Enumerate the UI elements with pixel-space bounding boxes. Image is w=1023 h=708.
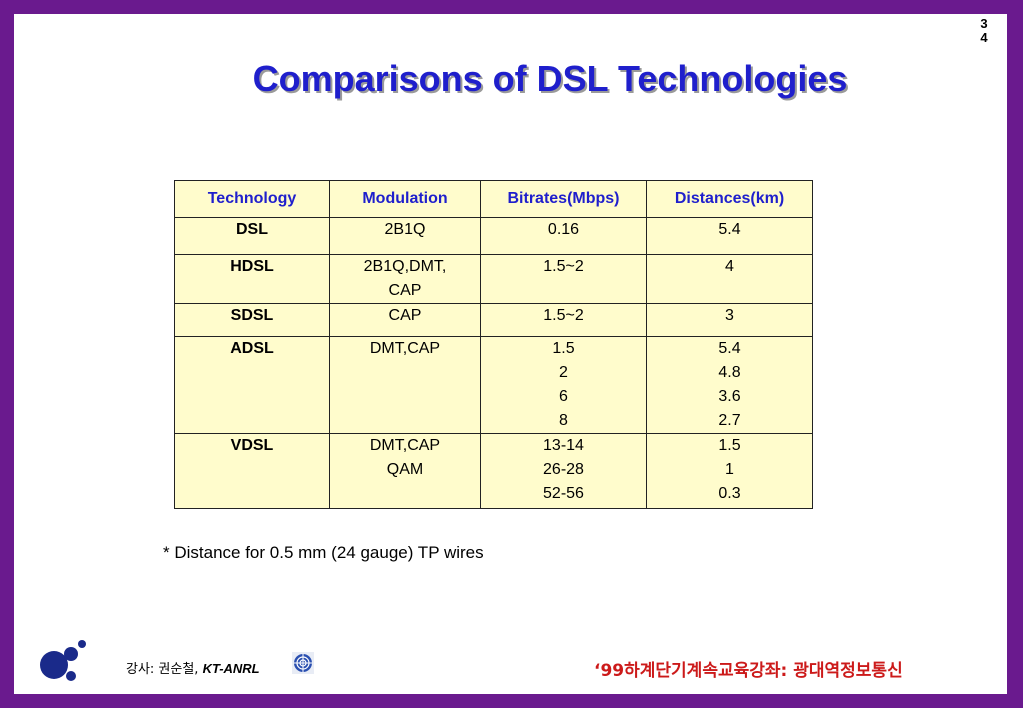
table-row: DSL 2B1Q 0.16 5.4: [174, 217, 813, 255]
table-row: VDSL DMT,CAP QAM 13-14 26-28 52-56 1.5 1…: [174, 433, 813, 509]
header-bitrates: Bitrates(Mbps): [480, 180, 647, 218]
table-header-row: Technology Modulation Bitrates(Mbps) Dis…: [174, 180, 813, 218]
footnote: * Distance for 0.5 mm (24 gauge) TP wire…: [163, 543, 484, 562]
footer-lecturer: 강사: 권순철, KT-ANRL: [126, 658, 260, 677]
cell-distances: 5.4: [646, 217, 813, 255]
cell-distances: 4: [646, 254, 813, 304]
table-row: HDSL 2B1Q,DMT, CAP 1.5~2 4: [174, 254, 813, 304]
cell-bitrates: 1.5 2 6 8: [480, 336, 647, 434]
cell-modulation: 2B1Q,DMT, CAP: [329, 254, 481, 304]
cell-technology: ADSL: [174, 336, 330, 434]
cell-distances: 3: [646, 303, 813, 337]
footer-lecturer-name: 강사: 권순철,: [126, 662, 203, 677]
cell-technology: VDSL: [174, 433, 330, 509]
header-distances: Distances(km): [646, 180, 813, 218]
table-row: ADSL DMT,CAP 1.5 2 6 8 5.4 4.8 3.6 2.7: [174, 336, 813, 434]
cell-modulation: 2B1Q: [329, 217, 481, 255]
kt-emblem-icon: [292, 652, 314, 674]
footer-course-title: ‘99하계단기계속교육강좌: 광대역정보통신: [594, 661, 903, 681]
table-row: SDSL CAP 1.5~2 3: [174, 303, 813, 337]
dsl-comparison-table: Technology Modulation Bitrates(Mbps) Dis…: [174, 180, 813, 509]
cell-bitrates: 0.16: [480, 217, 647, 255]
header-modulation: Modulation: [329, 180, 481, 218]
cell-bitrates: 1.5~2: [480, 303, 647, 337]
cell-modulation: CAP: [329, 303, 481, 337]
slide-title: Comparisons of DSL Technologies: [252, 58, 848, 99]
cell-bitrates: 13-14 26-28 52-56: [480, 433, 647, 509]
cell-technology: HDSL: [174, 254, 330, 304]
page-number: 3 4: [980, 16, 988, 45]
header-technology: Technology: [174, 180, 330, 218]
cell-technology: SDSL: [174, 303, 330, 337]
cell-technology: DSL: [174, 217, 330, 255]
cell-bitrates: 1.5~2: [480, 254, 647, 304]
cell-distances: 5.4 4.8 3.6 2.7: [646, 336, 813, 434]
cell-modulation: DMT,CAP: [329, 336, 481, 434]
cell-modulation: DMT,CAP QAM: [329, 433, 481, 509]
cell-distances: 1.5 1 0.3: [646, 433, 813, 509]
company-logo-icon: [40, 640, 86, 681]
footer-lecturer-org: KT-ANRL: [202, 661, 260, 676]
